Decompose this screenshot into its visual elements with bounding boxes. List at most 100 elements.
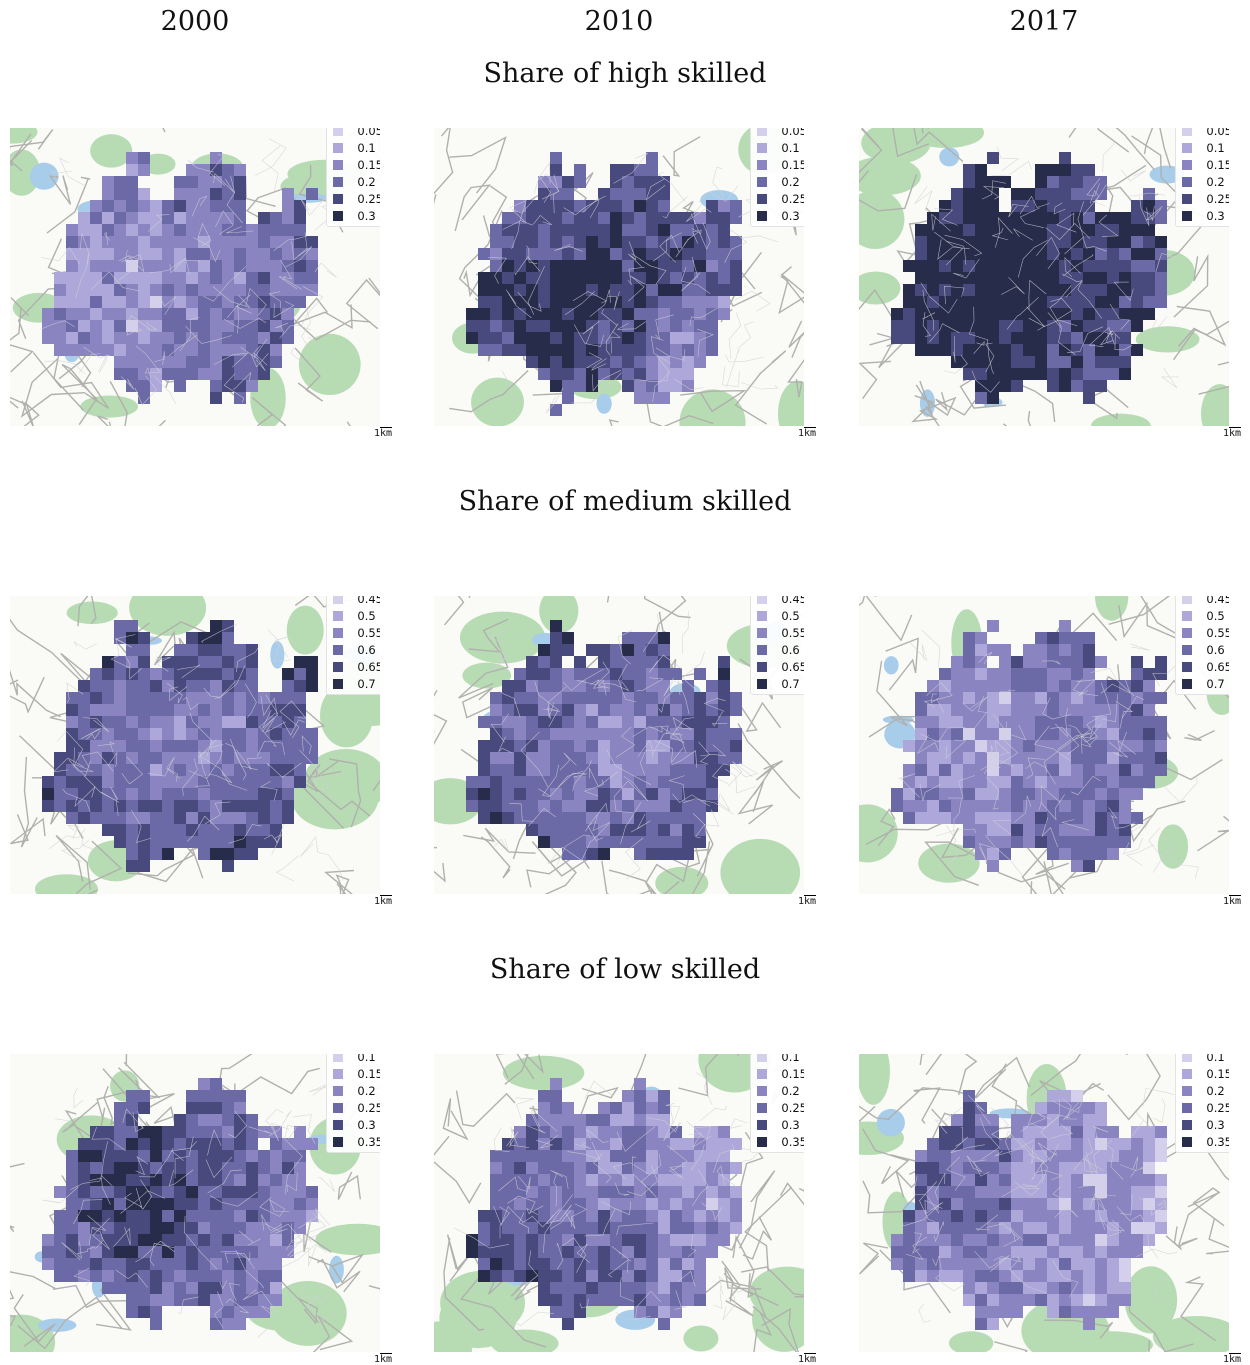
grid-cell xyxy=(987,1270,999,1282)
grid-cell xyxy=(66,776,78,788)
grid-cell xyxy=(646,236,658,248)
grid-cell xyxy=(646,788,658,800)
green-space-area xyxy=(679,389,746,426)
legend-label: 0.15 xyxy=(781,1066,804,1081)
road-line xyxy=(10,676,45,714)
grid-cell xyxy=(162,800,174,812)
grid-cell xyxy=(78,1162,90,1174)
grid-cell xyxy=(42,1234,54,1246)
grid-cell xyxy=(490,1222,502,1234)
grid-cell xyxy=(1011,1186,1023,1198)
grid-cell xyxy=(670,1126,682,1138)
grid-cell xyxy=(1011,1294,1023,1306)
grid-cell xyxy=(162,1246,174,1258)
street-line xyxy=(729,1118,748,1129)
grid-cell xyxy=(246,272,258,284)
street-line xyxy=(950,1136,985,1154)
grid-cell xyxy=(1047,1258,1059,1270)
street-line xyxy=(922,289,934,331)
legend-item: 0.45 xyxy=(757,596,804,607)
grid-cell xyxy=(915,728,927,740)
grid-cell xyxy=(246,1162,258,1174)
legend-swatch xyxy=(757,193,768,204)
grid-cell xyxy=(598,272,610,284)
street-line xyxy=(160,296,177,316)
grid-cell xyxy=(246,1210,258,1222)
street-line xyxy=(235,1250,264,1289)
grid-cell xyxy=(927,1174,939,1186)
grid-cell xyxy=(282,320,294,332)
grid-cell xyxy=(1095,284,1107,296)
grid-cell xyxy=(718,212,730,224)
street-line xyxy=(1146,205,1163,221)
grid-cell xyxy=(999,764,1011,776)
grid-cell xyxy=(234,164,246,176)
grid-cell xyxy=(634,644,646,656)
grid-cell xyxy=(210,632,222,644)
grid-cell xyxy=(150,764,162,776)
grid-cell xyxy=(126,716,138,728)
grid-cell xyxy=(658,668,670,680)
grid-cell xyxy=(1071,1198,1083,1210)
grid-cell xyxy=(598,1282,610,1294)
street-line xyxy=(695,823,707,839)
grid-cell xyxy=(999,1174,1011,1186)
street-line xyxy=(611,1246,632,1262)
grid-cell xyxy=(658,1090,670,1102)
grid-cell xyxy=(1035,1186,1047,1198)
grid-cell xyxy=(586,728,598,740)
street-line xyxy=(279,700,300,738)
street-line xyxy=(543,707,561,720)
grid-cell xyxy=(963,1150,975,1162)
grid-cell xyxy=(1083,788,1095,800)
map-legend: 0.05 0.1 0.15 0.2 0.25 0.3 xyxy=(750,128,804,227)
grid-cell xyxy=(634,704,646,716)
grid-cell xyxy=(90,668,102,680)
grid-cell xyxy=(294,1138,306,1150)
road-line xyxy=(1176,305,1227,347)
grid-cell xyxy=(538,200,550,212)
grid-cell xyxy=(114,320,126,332)
grid-cell xyxy=(598,248,610,260)
grid-cell xyxy=(1071,332,1083,344)
grid-cell xyxy=(138,1138,150,1150)
grid-cell xyxy=(963,1222,975,1234)
grid-cell xyxy=(514,1186,526,1198)
street-line xyxy=(235,294,252,314)
legend-swatch xyxy=(757,1054,768,1062)
grid-cell xyxy=(222,356,234,368)
grid-cell xyxy=(282,188,294,200)
grid-cell xyxy=(526,356,538,368)
grid-cell xyxy=(210,1126,222,1138)
street-line xyxy=(167,682,183,704)
grid-cell xyxy=(294,1162,306,1174)
grid-cell xyxy=(306,1198,318,1210)
grid-cell xyxy=(42,788,54,800)
grid-cell xyxy=(694,836,706,848)
street-line xyxy=(1111,815,1136,829)
street-line xyxy=(281,1244,328,1268)
grid-cell xyxy=(987,788,999,800)
grid-cell xyxy=(66,260,78,272)
grid-cell xyxy=(258,1174,270,1186)
grid-cell xyxy=(282,788,294,800)
grid-cell xyxy=(222,644,234,656)
street-line xyxy=(534,681,559,727)
street-line xyxy=(659,234,680,263)
grid-cell xyxy=(222,836,234,848)
grid-cell xyxy=(682,368,694,380)
grid-cell xyxy=(210,224,222,236)
grid-cell xyxy=(234,644,246,656)
grid-cell xyxy=(502,1198,514,1210)
grid-cell xyxy=(682,1282,694,1294)
grid-cell xyxy=(1023,716,1035,728)
water-body xyxy=(270,641,285,669)
grid-cell xyxy=(634,308,646,320)
grid-cell xyxy=(1095,752,1107,764)
grid-cell xyxy=(987,752,999,764)
grid-cell xyxy=(198,1270,210,1282)
grid-cell xyxy=(718,656,730,668)
grid-cell xyxy=(1035,308,1047,320)
road-line xyxy=(55,834,91,890)
grid-cell xyxy=(1047,824,1059,836)
